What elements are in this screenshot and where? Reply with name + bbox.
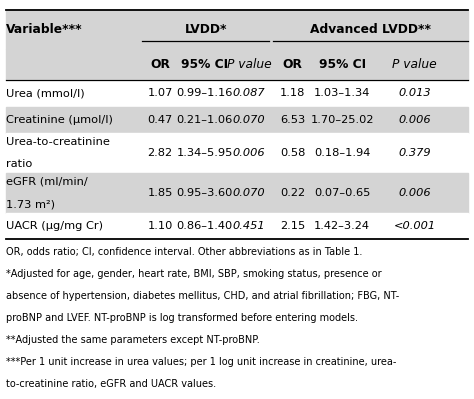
Text: 2.82: 2.82 [147, 148, 173, 158]
Text: UACR (μg/mg Cr): UACR (μg/mg Cr) [6, 221, 103, 231]
Text: 2.15: 2.15 [280, 221, 305, 231]
Text: absence of hypertension, diabetes mellitus, CHD, and atrial fibrillation; FBG, N: absence of hypertension, diabetes mellit… [6, 291, 399, 301]
Text: 95% CI: 95% CI [181, 58, 228, 71]
Text: 0.07–0.65: 0.07–0.65 [314, 188, 370, 198]
Text: 1.18: 1.18 [280, 88, 305, 98]
Text: OR, odds ratio; CI, confidence interval. Other abbreviations as in Table 1.: OR, odds ratio; CI, confidence interval.… [6, 247, 362, 257]
Text: 95% CI: 95% CI [319, 58, 366, 71]
Text: 1.07: 1.07 [147, 88, 173, 98]
Text: 0.070: 0.070 [233, 188, 265, 198]
Text: Urea (mmol/l): Urea (mmol/l) [6, 88, 84, 98]
Text: 1.42–3.24: 1.42–3.24 [314, 221, 370, 231]
Text: 0.22: 0.22 [280, 188, 305, 198]
Text: 0.18–1.94: 0.18–1.94 [314, 148, 370, 158]
Text: 0.95–3.60: 0.95–3.60 [177, 188, 233, 198]
Text: 0.47: 0.47 [147, 115, 173, 125]
Text: LVDD*: LVDD* [184, 23, 227, 36]
Text: 0.087: 0.087 [233, 88, 265, 98]
Bar [6, 107, 468, 133]
Text: P value: P value [227, 58, 271, 71]
Text: *Adjusted for age, gender, heart rate, BMI, SBP, smoking status, presence or: *Adjusted for age, gender, heart rate, B… [6, 269, 381, 279]
Text: 1.10: 1.10 [147, 221, 173, 231]
Text: Variable***: Variable*** [6, 23, 82, 36]
Bar [6, 10, 468, 49]
Bar [6, 133, 468, 173]
Text: 0.21–1.06: 0.21–1.06 [177, 115, 233, 125]
Text: 6.53: 6.53 [280, 115, 305, 125]
Text: **Adjusted the same parameters except NT-proBNP.: **Adjusted the same parameters except NT… [6, 335, 259, 345]
Text: eGFR (ml/min/: eGFR (ml/min/ [6, 177, 87, 187]
Text: 0.070: 0.070 [233, 115, 265, 125]
Text: <0.001: <0.001 [394, 221, 436, 231]
Text: 0.006: 0.006 [399, 188, 431, 198]
Text: 0.451: 0.451 [233, 221, 265, 231]
Text: 0.006: 0.006 [399, 115, 431, 125]
Text: 1.03–1.34: 1.03–1.34 [314, 88, 370, 98]
Text: Advanced LVDD**: Advanced LVDD** [310, 23, 431, 36]
Text: proBNP and LVEF. NT-proBNP is log transformed before entering models.: proBNP and LVEF. NT-proBNP is log transf… [6, 313, 358, 323]
Text: P value: P value [392, 58, 437, 71]
Bar [6, 173, 468, 213]
Text: 0.99–1.16: 0.99–1.16 [177, 88, 233, 98]
Text: ***Per 1 unit increase in urea values; per 1 log unit increase in creatinine, ur: ***Per 1 unit increase in urea values; p… [6, 357, 396, 367]
Text: to-creatinine ratio, eGFR and UACR values.: to-creatinine ratio, eGFR and UACR value… [6, 379, 216, 389]
Text: 0.86–1.40: 0.86–1.40 [177, 221, 233, 231]
Text: 0.013: 0.013 [399, 88, 431, 98]
Text: Urea-to-creatinine: Urea-to-creatinine [6, 137, 109, 147]
Bar [6, 80, 468, 107]
Text: 0.006: 0.006 [233, 148, 265, 158]
Text: Creatinine (μmol/l): Creatinine (μmol/l) [6, 115, 112, 125]
Text: 0.379: 0.379 [399, 148, 431, 158]
Text: 1.70–25.02: 1.70–25.02 [310, 115, 374, 125]
Bar [6, 49, 468, 80]
Bar [6, 213, 468, 239]
Text: 1.73 m²): 1.73 m²) [6, 199, 55, 209]
Text: OR: OR [150, 58, 170, 71]
Text: ratio: ratio [6, 159, 32, 170]
Text: OR: OR [283, 58, 302, 71]
Text: 1.85: 1.85 [147, 188, 173, 198]
Text: 0.58: 0.58 [280, 148, 305, 158]
Text: 1.34–5.95: 1.34–5.95 [177, 148, 233, 158]
